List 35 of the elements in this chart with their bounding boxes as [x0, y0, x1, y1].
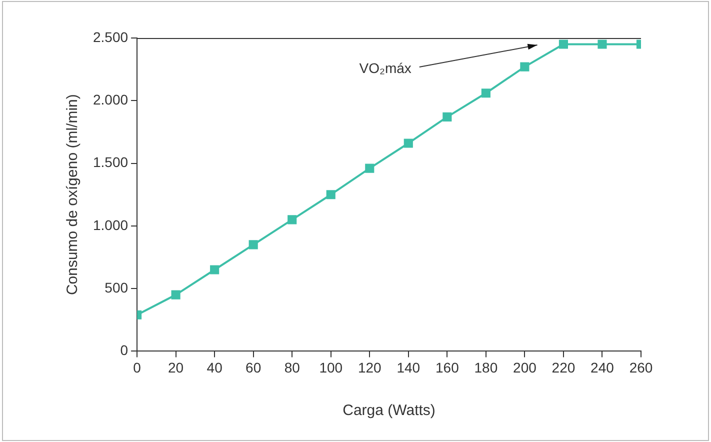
y-axis-title: Consumo de oxígeno (ml/min) — [64, 94, 82, 296]
x-tick-label: 0 — [133, 359, 142, 376]
point — [326, 190, 336, 200]
point — [365, 164, 374, 173]
point — [404, 138, 413, 148]
x-tick-label: 200 — [513, 359, 537, 376]
point — [520, 62, 530, 72]
x-tick-label: 60 — [246, 359, 262, 376]
point — [598, 40, 607, 49]
annotation: VO₂máx — [359, 60, 412, 76]
point — [248, 240, 258, 250]
y-tick-label: 1.000 — [92, 216, 128, 233]
x-tick-label: 180 — [474, 359, 498, 376]
x-tick-label: 80 — [284, 359, 300, 376]
x-tick-label: 140 — [396, 359, 420, 376]
point — [210, 265, 220, 274]
x-tick-label: 120 — [358, 359, 382, 376]
point — [171, 290, 180, 300]
x-tick-label: 160 — [435, 359, 460, 376]
point — [481, 88, 490, 98]
x-tick-label: 20 — [168, 359, 184, 376]
point — [442, 112, 452, 122]
point — [288, 215, 297, 224]
y-tick-label: 2.000 — [92, 92, 128, 108]
x-tick-label: 220 — [552, 359, 576, 376]
x-axis-title: Carga (Watts) — [342, 402, 436, 420]
y-tick-label: 0 — [120, 342, 128, 358]
x-tick-label: 40 — [206, 359, 223, 376]
x-tick-label: 260 — [629, 359, 653, 376]
point — [558, 40, 568, 49]
x-tick-label: 100 — [319, 359, 343, 376]
y-tick-label: 500 — [104, 279, 128, 296]
y-tick-label: 2.500 — [92, 28, 128, 45]
x-tick-label: 240 — [590, 359, 614, 376]
y-tick-label: 1.500 — [92, 154, 128, 170]
